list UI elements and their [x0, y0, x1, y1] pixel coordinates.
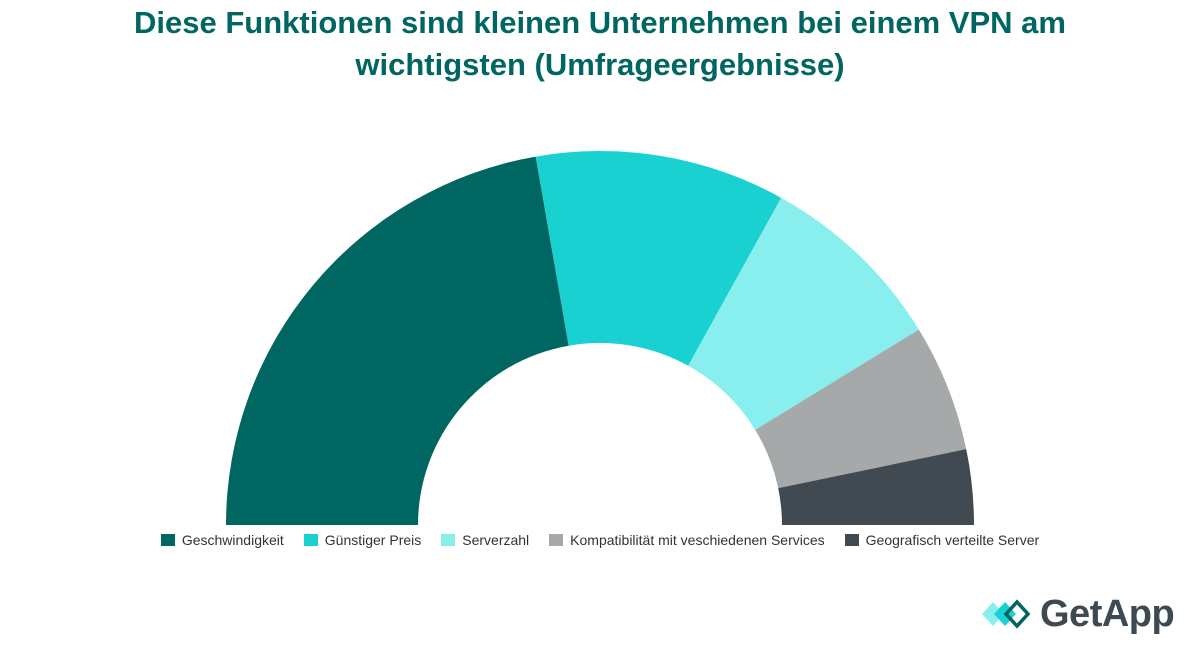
chart-title-line-1: Diese Funktionen sind kleinen Unternehme… — [134, 5, 1066, 40]
legend-swatch — [303, 534, 318, 546]
legend-item-5: Geografisch verteilte Server — [844, 532, 1040, 548]
legend-label: Geschwindigkeit — [181, 532, 284, 548]
chart-title: Diese Funktionen sind kleinen Unternehme… — [0, 2, 1200, 86]
legend-swatch — [549, 534, 564, 546]
getapp-chevrons-icon — [982, 599, 1031, 629]
legend-label: Geografisch verteilte Server — [865, 532, 1040, 548]
chart-legend: Geschwindigkeit Günstiger Preis Serverzahl… — [0, 532, 1200, 548]
donut-slice-1 — [226, 156, 569, 526]
legend-label: Kompatibilität mit veschiedenen Services — [570, 532, 825, 548]
chart-title-line-2: wichtigsten (Umfrageergebnisse) — [355, 47, 845, 82]
legend-item-3: Serverzahl — [441, 532, 529, 548]
legend-swatch — [441, 534, 456, 546]
legend-swatch — [844, 534, 859, 546]
legend-label: Serverzahl — [462, 532, 530, 548]
legend-label: Günstiger Preis — [324, 532, 422, 548]
donut-slice-3 — [688, 197, 919, 430]
getapp-logo-text: GetApp — [1040, 593, 1175, 635]
legend-item-1: Geschwindigkeit — [160, 532, 284, 548]
donut-slice-2 — [535, 151, 782, 366]
donut-slice-5 — [778, 449, 974, 525]
legend-item-4: Kompatibilität mit veschiedenen Services — [549, 532, 825, 548]
getapp-logo: GetApp — [982, 593, 1175, 635]
donut-slice-4 — [755, 329, 967, 489]
legend-item-2: Günstiger Preis — [303, 532, 422, 548]
legend-swatch — [160, 534, 175, 546]
